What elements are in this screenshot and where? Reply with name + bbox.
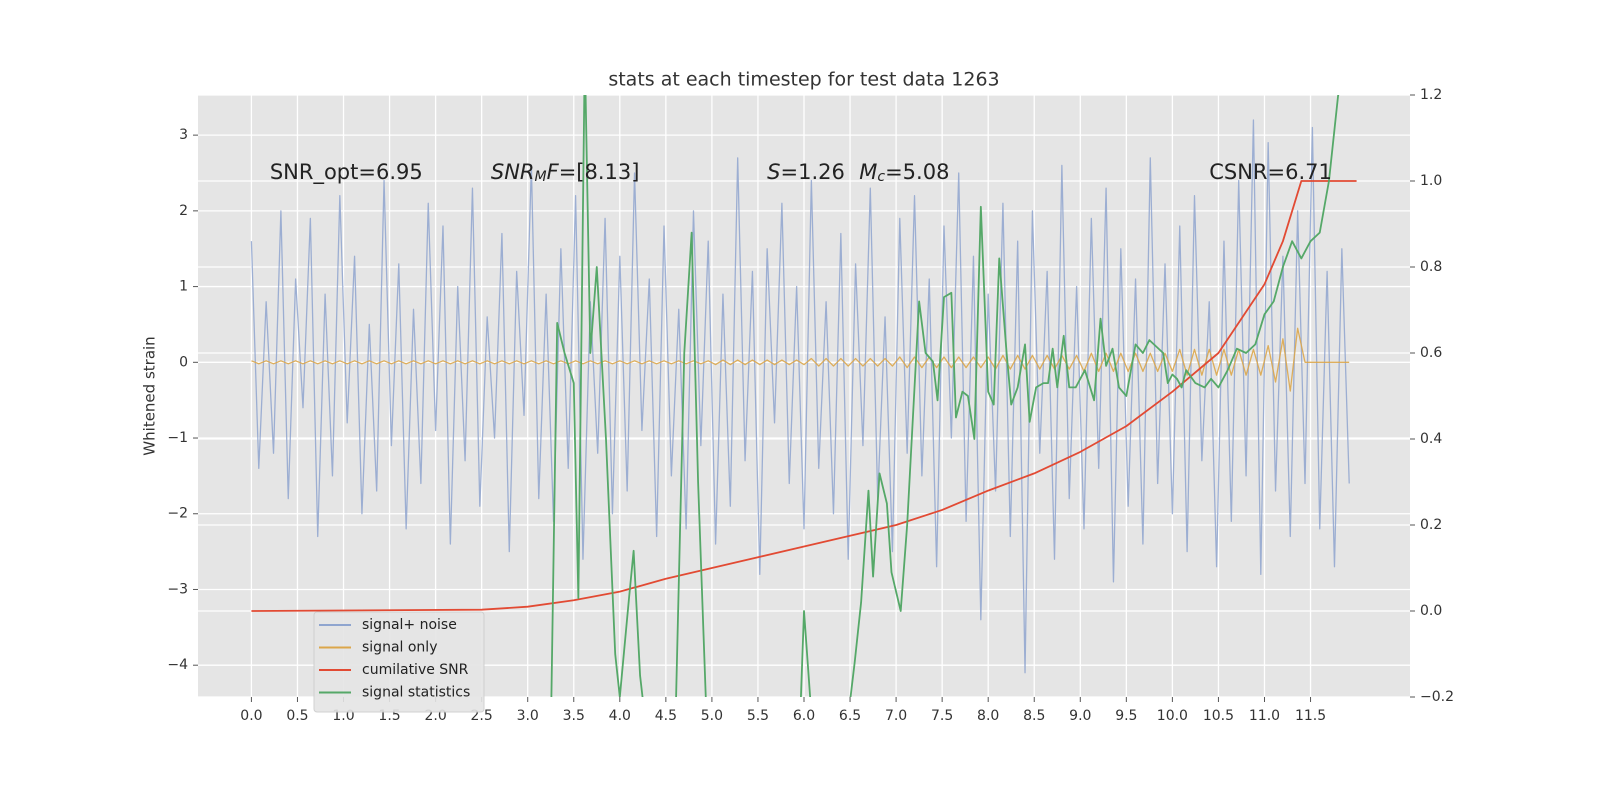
y2-tick-label: 1.0 xyxy=(1420,173,1442,189)
y2-tick-label: −0.2 xyxy=(1420,689,1454,705)
x-tick-label: 5.0 xyxy=(701,708,723,724)
x-tick-label: 7.0 xyxy=(885,708,907,724)
annotation-part: =1.26 xyxy=(781,160,845,184)
y2-tick-label: 0.0 xyxy=(1420,603,1442,619)
y-tick-label: −2 xyxy=(167,506,188,522)
x-tick-label: 5.5 xyxy=(747,708,769,724)
annotation-part: F xyxy=(547,160,560,184)
x-tick-label: 0.5 xyxy=(286,708,308,724)
y-tick-label: 1 xyxy=(179,279,188,295)
legend-label: signal only xyxy=(362,640,437,656)
annotation: S=1.26 xyxy=(767,160,845,184)
x-tick-label: 10.0 xyxy=(1157,708,1188,724)
x-tick-label: 11.0 xyxy=(1249,708,1280,724)
legend: signal+ noise signal only cumilative SNR si… xyxy=(313,611,485,713)
y2-tick-label: 0.2 xyxy=(1420,517,1442,533)
y-tick-label: 0 xyxy=(179,354,188,370)
y-tick-label: −4 xyxy=(167,657,188,673)
legend-label: signal statistics xyxy=(362,685,470,701)
annotation-part: M xyxy=(859,160,877,184)
annotation: SNRMF=[8.13] xyxy=(491,160,640,185)
x-tick-label: 8.5 xyxy=(1023,708,1045,724)
x-tick-label: 6.5 xyxy=(839,708,861,724)
annotation-part: S xyxy=(767,160,780,184)
x-tick-label: 7.5 xyxy=(931,708,953,724)
x-tick-label: 4.5 xyxy=(655,708,677,724)
x-tick-label: 3.5 xyxy=(563,708,585,724)
chart-title: stats at each timestep for test data 126… xyxy=(608,69,999,91)
foreground: 0.0 0.5 1.0 1.5 2.0 2.5 3.0 3.5 4.0 4.5 5.0 5.5 6.0 6… xyxy=(167,87,1454,724)
series-line xyxy=(250,119,1350,674)
legend-label: signal+ noise xyxy=(362,617,457,633)
y-tick-label: −3 xyxy=(167,581,188,597)
x-tick-label: 3.0 xyxy=(517,708,539,724)
annotation: SNR_opt=6.95 xyxy=(270,160,423,185)
x-tick-label: 9.5 xyxy=(1115,708,1137,724)
x-tick-label: 11.5 xyxy=(1295,708,1326,724)
annotation-part: SNR_opt=6.95 xyxy=(270,160,423,185)
y-axis-label: Whitened strain xyxy=(141,336,159,455)
y-tick-label: 3 xyxy=(179,127,188,143)
grid xyxy=(198,94,1410,698)
y-tick-label: −1 xyxy=(167,430,188,446)
y2-tick-label: 0.6 xyxy=(1420,345,1442,361)
legend-box xyxy=(313,611,485,713)
legend-label: cumilative SNR xyxy=(362,662,469,678)
annotation-part: =[8.13] xyxy=(559,160,640,184)
x-tick-label: 4.0 xyxy=(609,708,631,724)
annotation-part: M xyxy=(535,169,547,185)
y2-tick-label: 1.2 xyxy=(1420,87,1442,103)
y2-tick-label: 0.8 xyxy=(1420,259,1442,275)
series-line xyxy=(251,180,1357,612)
annotation-part: =5.08 xyxy=(885,160,949,184)
series-line xyxy=(251,327,1350,392)
annotation-part: CSNR=6.71 xyxy=(1209,160,1332,184)
x-tick-label: 10.5 xyxy=(1203,708,1234,724)
annotation-part: c xyxy=(877,169,885,185)
annotation: CSNR=6.71 xyxy=(1209,160,1332,184)
x-tick-label: 9.0 xyxy=(1069,708,1091,724)
x-tick-label: 6.0 xyxy=(793,708,815,724)
y-tick-label: 2 xyxy=(179,203,188,219)
x-tick-label: 8.0 xyxy=(977,708,999,724)
annotation: Mc=5.08 xyxy=(859,160,949,185)
series xyxy=(250,95,1357,697)
series-line xyxy=(550,95,1340,697)
y2-tick-label: 0.4 xyxy=(1420,431,1442,447)
annotation-part: SNR xyxy=(491,160,535,184)
x-tick-label: 0.0 xyxy=(240,708,262,724)
